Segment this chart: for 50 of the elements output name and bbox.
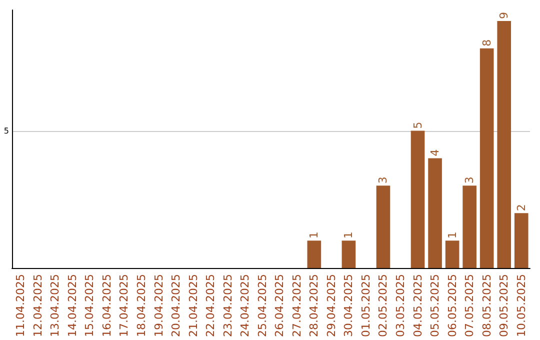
x-tick-label: 13.04.2025 — [48, 274, 62, 338]
x-tick-label: 10.05.2025 — [514, 274, 528, 338]
x-tick-label: 06.05.2025 — [446, 274, 459, 338]
x-tick-label: 29.04.2025 — [324, 274, 338, 338]
x-tick-label: 14.04.2025 — [66, 274, 79, 338]
data-label: 4 — [428, 149, 442, 156]
x-tick-label: 02.05.2025 — [376, 274, 390, 338]
x-tick-label: 27.04.2025 — [290, 274, 304, 338]
x-tick-label: 09.05.2025 — [498, 274, 511, 338]
x-tick-label: 24.04.2025 — [238, 274, 252, 338]
x-tick-label: 17.04.2025 — [118, 274, 131, 338]
x-tick-label: 08.05.2025 — [480, 274, 494, 338]
x-tick-label: 15.04.2025 — [83, 274, 96, 338]
x-tick-label: 28.04.2025 — [308, 274, 321, 338]
x-tick-label: 19.04.2025 — [152, 274, 166, 338]
data-label: 1 — [308, 232, 321, 239]
bar — [410, 130, 425, 268]
bar — [342, 240, 356, 268]
bar — [497, 20, 512, 268]
data-label: 9 — [498, 12, 511, 19]
data-label: 3 — [463, 176, 476, 184]
data-label: 2 — [514, 204, 528, 212]
x-tick-label: 25.04.2025 — [256, 274, 269, 338]
x-tick-label: 23.04.2025 — [221, 274, 234, 338]
x-tick-label: 21.04.2025 — [186, 274, 200, 338]
x-tick-label: 22.04.2025 — [204, 274, 218, 338]
bar — [445, 240, 460, 268]
x-tick-label: 05.05.2025 — [428, 274, 442, 338]
x-tick-label: 07.05.2025 — [463, 274, 476, 338]
data-label: 1 — [446, 232, 459, 239]
bar — [307, 240, 322, 268]
bar — [480, 48, 494, 268]
bar — [376, 186, 390, 268]
x-tick-label: 18.04.2025 — [135, 274, 148, 338]
data-label: 5 — [411, 122, 424, 129]
x-tick-label: 04.05.2025 — [411, 274, 424, 338]
x-tick-label: 03.05.2025 — [394, 274, 407, 338]
data-label: 3 — [376, 176, 390, 184]
bar — [428, 158, 442, 268]
x-tick-label: 20.04.2025 — [170, 274, 183, 338]
x-tick-label: 26.04.2025 — [273, 274, 286, 338]
x-tick-label: 12.04.2025 — [31, 274, 44, 338]
data-label: 1 — [342, 232, 356, 239]
x-tick-label: 01.05.2025 — [359, 274, 372, 338]
x-tick-label: 16.04.2025 — [100, 274, 114, 338]
x-tick-label: 11.04.2025 — [14, 274, 28, 338]
bar — [514, 213, 528, 268]
data-label: 8 — [480, 39, 494, 46]
x-tick-label: 30.04.2025 — [342, 274, 356, 338]
bar — [462, 186, 476, 268]
